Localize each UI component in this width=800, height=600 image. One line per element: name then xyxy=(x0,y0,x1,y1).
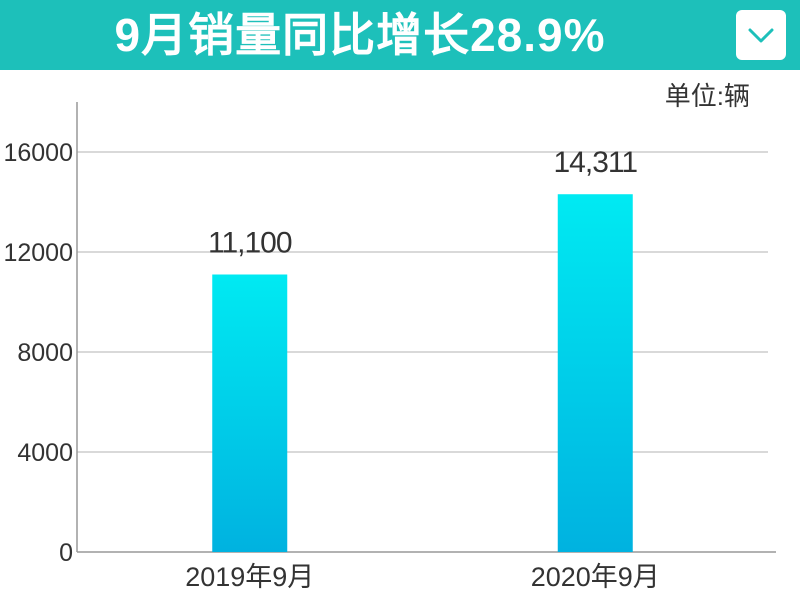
bar-value-label: 11,100 xyxy=(208,227,292,260)
x-tick-label: 2019年9月 xyxy=(185,562,314,592)
dropdown-button[interactable] xyxy=(736,10,786,60)
unit-label: 单位:辆 xyxy=(664,81,750,111)
y-tick-label: 12000 xyxy=(3,239,73,267)
bar xyxy=(212,274,288,552)
y-tick-label: 0 xyxy=(59,539,73,567)
y-tick-label: 16000 xyxy=(3,139,73,167)
y-tick-label: 4000 xyxy=(17,439,73,467)
chevron-down-icon xyxy=(748,28,774,43)
chart-title: 9月销量同比增长28.9% xyxy=(114,9,606,61)
bar-value-label: 14,311 xyxy=(553,146,637,179)
bar xyxy=(557,194,633,552)
y-tick-label: 8000 xyxy=(17,339,73,367)
title-bar: 9月销量同比增长28.9% xyxy=(0,0,800,70)
x-tick-label: 2020年9月 xyxy=(531,562,660,592)
